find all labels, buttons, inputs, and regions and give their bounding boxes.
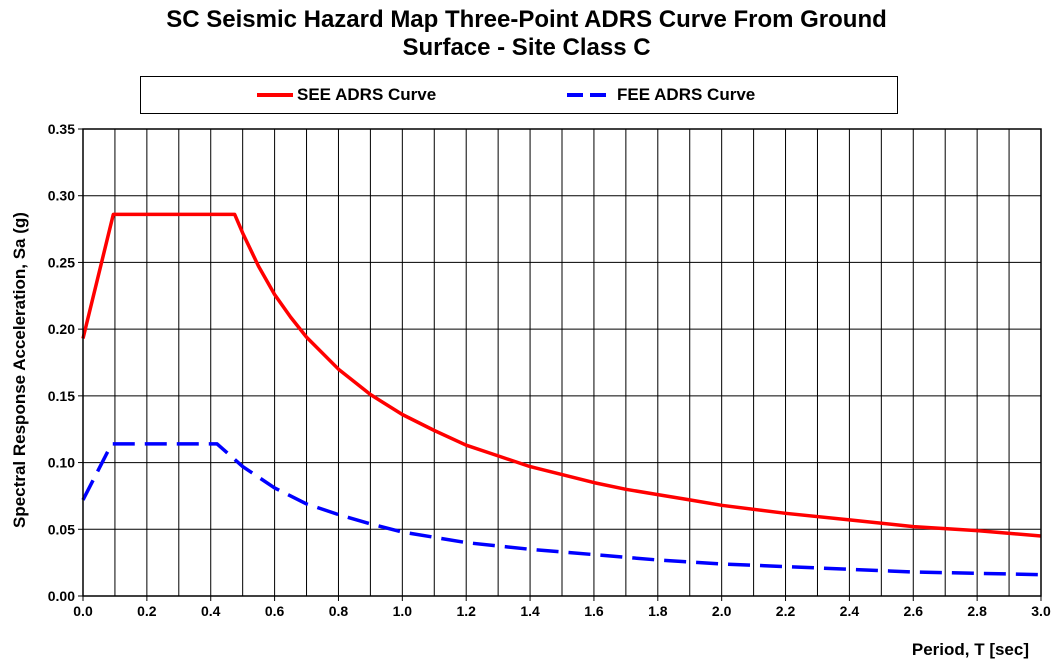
y-tick-label: 0.20: [48, 321, 75, 337]
x-tick-label: 0.8: [329, 603, 349, 619]
legend-label-see: SEE ADRS Curve: [297, 85, 437, 104]
y-tick-label: 0.00: [48, 588, 75, 604]
x-tick-label: 2.2: [776, 603, 796, 619]
x-tick-label: 0.6: [265, 603, 285, 619]
x-tick-label: 2.4: [840, 603, 860, 619]
x-tick-label: 2.8: [967, 603, 987, 619]
series-layer: [81, 212, 1042, 577]
chart-title-line-2: Surface - Site Class C: [402, 34, 651, 61]
y-tick-label: 0.30: [48, 188, 75, 204]
legend-label-fee: FEE ADRS Curve: [617, 85, 756, 104]
x-tick-label: 2.6: [904, 603, 924, 619]
y-tick-label: 0.10: [48, 455, 75, 471]
x-tick-label: 1.4: [520, 603, 540, 619]
x-tick-label: 3.0: [1031, 603, 1051, 619]
plot-frame: [82, 128, 1042, 597]
x-tick-label: 0.4: [201, 603, 221, 619]
x-tick-label: 0.0: [73, 603, 93, 619]
x-axis-label: Period, T [sec]: [911, 640, 1029, 659]
legend-swatch-see: [257, 93, 293, 97]
series-line-fee: [81, 442, 1042, 577]
series-line-see: [81, 212, 1042, 538]
legend-item-see: SEE ADRS Curve: [257, 77, 436, 113]
y-tick-label: 0.15: [48, 388, 75, 404]
legend-swatch-fee: [567, 93, 613, 97]
x-tick-label: 1.2: [456, 603, 476, 619]
y-tick-label: 0.35: [48, 121, 75, 137]
x-tick-label: 1.0: [393, 603, 413, 619]
x-tick-label: 1.8: [648, 603, 668, 619]
y-tick-label: 0.05: [48, 521, 75, 537]
x-tick-label: 2.0: [712, 603, 732, 619]
x-tick-label: 0.2: [137, 603, 157, 619]
x-tick-label: 1.6: [584, 603, 604, 619]
grid: [83, 129, 1041, 596]
legend: SEE ADRS Curve FEE ADRS Curve: [140, 76, 898, 114]
chart-title-line-1: SC Seismic Hazard Map Three-Point ADRS C…: [166, 6, 887, 33]
plot-border: [82, 128, 1042, 597]
tick-labels: 0.0 0.2 0.4 0.6 0.8 1.0 1.2 1.4 1.6 1.8 2.0 2.2 2.4 2…: [48, 121, 1051, 619]
y-tick-label: 0.25: [48, 254, 75, 270]
legend-item-fee: FEE ADRS Curve: [567, 77, 755, 113]
chart-title: SC Seismic Hazard Map Three-Point ADRS C…: [0, 6, 1053, 62]
